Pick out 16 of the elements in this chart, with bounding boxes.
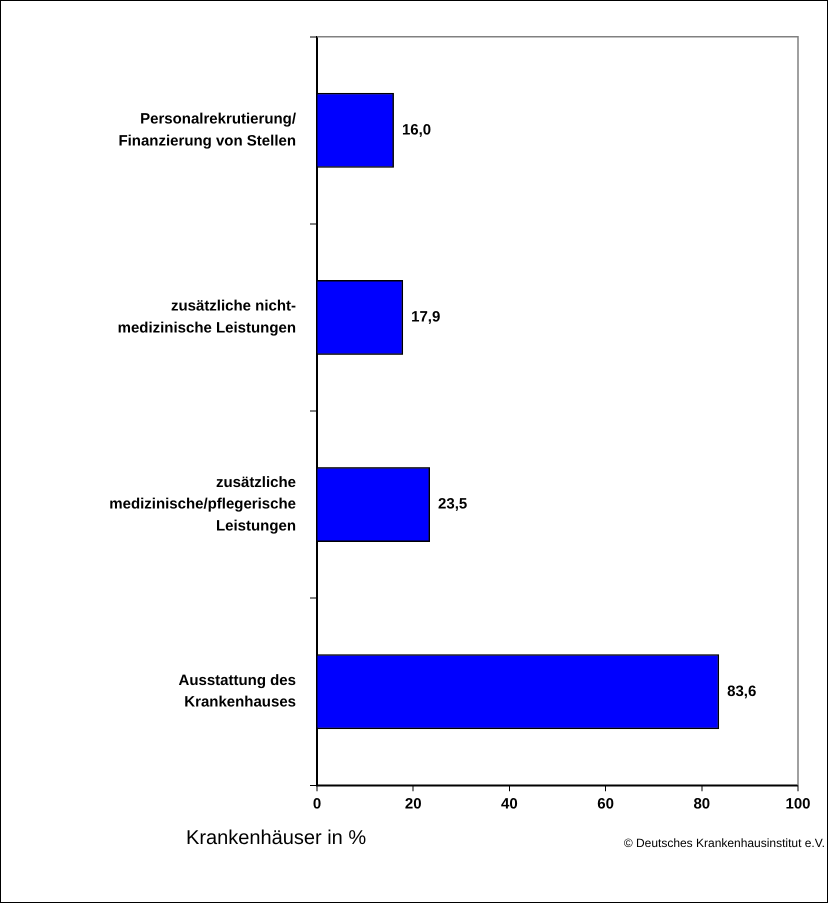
x-tick-label: 80 xyxy=(693,795,710,812)
x-tick-label: 100 xyxy=(785,795,811,812)
y-tick-label: Personalrekrutierung/ Finanzierung von Stellen xyxy=(118,110,297,150)
data-label: 23,5 xyxy=(438,496,468,513)
y-tick-label: zusätzliche medizinische/pflegerische Leistungen xyxy=(109,474,296,534)
x-tick-label: 40 xyxy=(501,795,518,812)
x-tick-label: 20 xyxy=(404,795,422,812)
data-label: 83,6 xyxy=(727,682,756,700)
text: © Deutsches Krankenhausinstitut e.V. xyxy=(624,836,825,850)
y-tick-label: zusätzliche nicht-medizinische Leistungen xyxy=(118,298,296,336)
y-tick-label: Ausstattung des Krankenhauses xyxy=(178,672,296,711)
x-tick-label: 60 xyxy=(597,795,614,812)
x-tick-label: 0 xyxy=(312,795,322,812)
data-label: 17,9 xyxy=(411,308,440,326)
x-axis-title: Krankenhäuser in % xyxy=(186,827,366,850)
data-label: 16,0 xyxy=(402,121,432,138)
